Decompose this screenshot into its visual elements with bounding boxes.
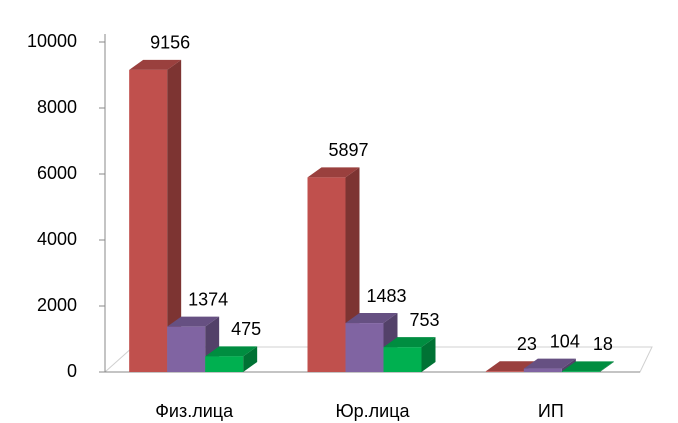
bar-side [167, 59, 182, 373]
bar-top [167, 316, 220, 327]
bar-front [523, 368, 562, 372]
data-label: 9156 [150, 33, 190, 53]
x-tick-label: Физ.лица [155, 401, 234, 421]
bar-top [383, 337, 436, 348]
y-tick-label: 2000 [37, 295, 77, 315]
y-tick-label: 0 [67, 361, 77, 381]
bar [561, 361, 614, 372]
bar [383, 337, 436, 372]
bar [523, 358, 576, 372]
bar-front [129, 69, 168, 373]
y-tick-label: 10000 [27, 31, 77, 51]
bar-front [383, 347, 422, 372]
bar-side [599, 361, 614, 372]
data-label: 18 [593, 334, 613, 354]
bar-top [561, 361, 614, 372]
y-tick-label: 6000 [37, 163, 77, 183]
bar [167, 316, 220, 372]
bar-front [345, 323, 384, 372]
data-label: 475 [231, 319, 261, 339]
bar-side [561, 358, 576, 372]
bar-front [205, 356, 244, 372]
bar-side [421, 337, 436, 372]
bar-top [307, 167, 360, 178]
bar-top [129, 59, 182, 70]
y-tick-label: 4000 [37, 229, 77, 249]
data-label: 1374 [188, 289, 228, 309]
bar-side [243, 346, 258, 372]
bar-front [485, 371, 524, 372]
bar-front [561, 371, 600, 372]
y-tick-label: 8000 [37, 97, 77, 117]
bar-top [523, 358, 576, 369]
data-label: 23 [517, 334, 537, 354]
x-tick-label: ИП [538, 401, 564, 421]
bar [205, 346, 258, 372]
bar-front [167, 326, 206, 372]
x-tick-label: Юр.лица [335, 401, 410, 421]
data-label: 104 [550, 331, 580, 351]
data-label: 1483 [366, 286, 406, 306]
bar-front [307, 177, 346, 372]
bar [129, 59, 182, 373]
data-label: 753 [409, 310, 439, 330]
bar [345, 313, 398, 372]
data-label: 5897 [328, 140, 368, 160]
bar-top [205, 346, 258, 357]
bar-top [345, 313, 398, 324]
